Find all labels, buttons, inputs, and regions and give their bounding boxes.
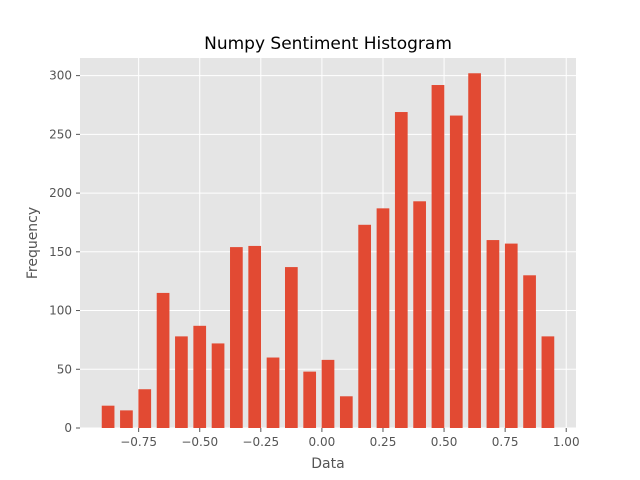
bars	[101, 73, 555, 429]
y-tick-label: 300	[49, 69, 72, 83]
y-axis-label: Frequency	[25, 207, 41, 279]
x-tick-label: −0.25	[242, 435, 279, 449]
histogram-bar	[138, 389, 152, 428]
x-tick-label: 1.00	[553, 435, 580, 449]
y-tick-label: 0	[64, 421, 72, 435]
x-tick-label: −0.50	[181, 435, 218, 449]
x-tick-label: 0.25	[370, 435, 397, 449]
histogram-bar	[175, 336, 188, 428]
histogram-bar	[413, 201, 426, 428]
histogram-bar	[156, 292, 170, 428]
x-tick-label: 0.50	[431, 435, 458, 449]
histogram-bar	[504, 243, 518, 428]
histogram-bar	[449, 115, 463, 429]
chart-title: Numpy Sentiment Histogram	[204, 34, 452, 54]
histogram-bar	[376, 208, 390, 428]
y-tick-label: 50	[57, 362, 72, 376]
x-axis-label: Data	[311, 456, 344, 472]
histogram-bar	[394, 112, 408, 429]
x-tick-label: −0.75	[120, 435, 157, 449]
histogram-bar	[541, 336, 555, 428]
x-tick-label: 0.75	[492, 435, 519, 449]
histogram-bar	[339, 396, 353, 428]
histogram-bar	[284, 267, 298, 428]
histogram-bar	[266, 357, 280, 428]
histogram-bar	[486, 240, 500, 428]
histogram-bar	[248, 245, 262, 428]
x-tick-label: 0.00	[309, 435, 336, 449]
y-tick-label: 100	[49, 304, 72, 318]
histogram-bar	[211, 343, 225, 428]
x-axis-ticks: −0.75 −0.50 −0.25 0.00 0.25 0.50 0.75 1.00	[120, 428, 580, 449]
y-tick-label: 150	[49, 245, 72, 259]
histogram-bar	[230, 247, 243, 428]
histogram-bar	[193, 325, 207, 428]
histogram-bar	[523, 275, 536, 428]
histogram-bar	[468, 73, 481, 429]
histogram-bar	[321, 359, 335, 428]
histogram-bar	[101, 405, 115, 428]
y-tick-label: 200	[49, 186, 72, 200]
histogram-bar	[120, 410, 133, 428]
histogram-bar	[431, 85, 445, 429]
histogram-bar	[358, 224, 372, 428]
y-tick-label: 250	[49, 127, 72, 141]
y-axis-ticks: 0 50 100 150 200 250 300	[49, 69, 80, 435]
histogram-bar	[303, 371, 317, 428]
